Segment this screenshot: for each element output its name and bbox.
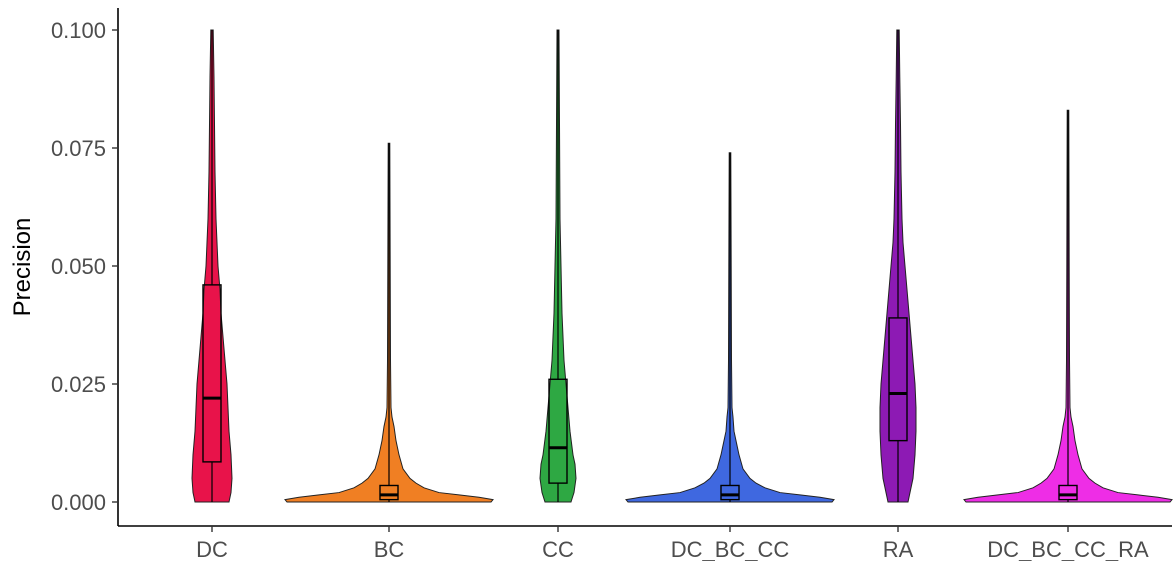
x-tick-label: CC [542,537,574,561]
box-iqr [202,284,222,463]
boxplot-layer [202,30,1078,502]
x-axis-ticks: DC BC CC DC_BC_CC RA DC_BC_CC_RA [196,526,1149,561]
y-axis-ticks: 0.000 0.025 0.050 0.075 0.100 [51,18,118,515]
y-tick-label: 0.075 [51,136,106,161]
box-iqr [548,378,568,484]
x-tick-label: DC [196,537,228,561]
y-tick-label: 0.000 [51,490,106,515]
x-tick-label: DC_BC_CC [671,537,790,561]
box-iqr [1058,484,1078,501]
x-tick-label: BC [374,537,405,561]
y-tick-label: 0.100 [51,18,106,43]
y-axis-title: Precision [9,218,36,317]
box-iqr [888,317,908,442]
box-iqr [720,484,740,501]
box-iqr [379,484,399,501]
x-tick-label: RA [883,537,914,561]
y-tick-label: 0.050 [51,254,106,279]
violin-layer [191,29,1173,503]
x-tick-label: DC_BC_CC_RA [987,537,1149,561]
y-tick-label: 0.025 [51,372,106,397]
